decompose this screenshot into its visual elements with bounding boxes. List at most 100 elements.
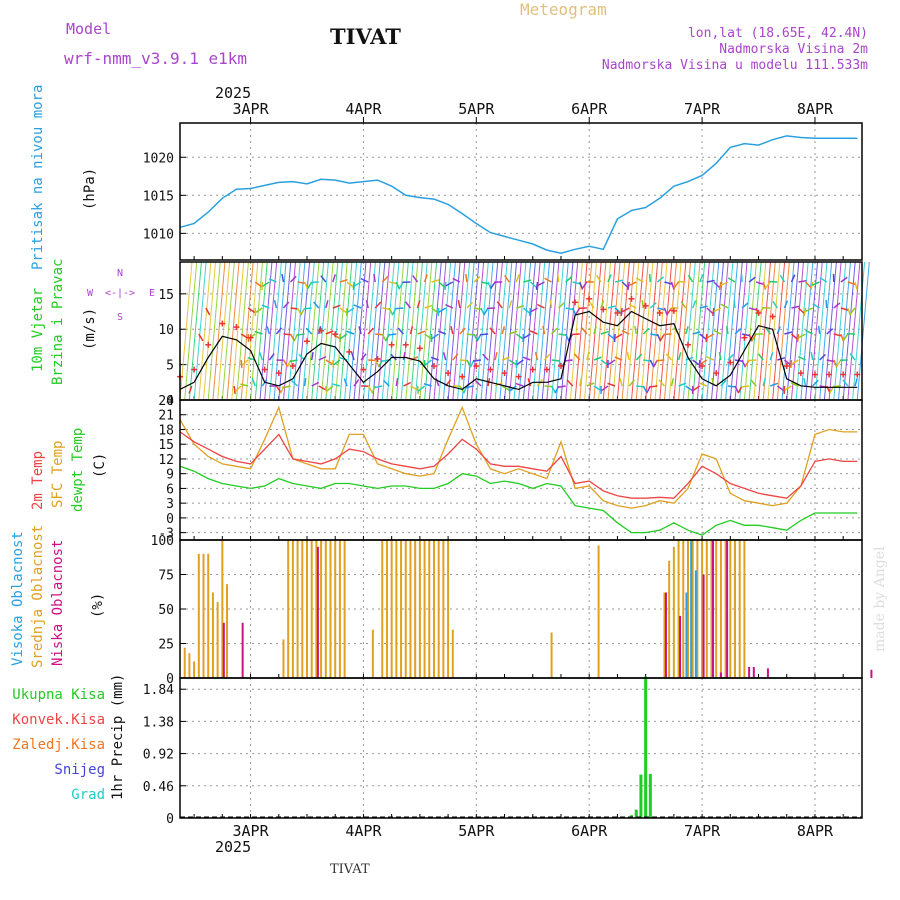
wind-arrow [318, 385, 327, 391]
wind-arrow [381, 359, 390, 363]
wind-arrow [353, 379, 360, 387]
wind-hatch [203, 261, 217, 401]
wind-arrow [656, 359, 665, 362]
wind-arrow [621, 307, 630, 313]
dewpt-line [179, 465, 858, 536]
wind-hatch [419, 261, 433, 401]
wind-arrow [614, 279, 624, 283]
wind-arrow [692, 385, 701, 392]
wind-arrow [183, 300, 185, 308]
wind-arrow [784, 385, 792, 391]
wind-arrow [565, 276, 573, 283]
wind-arrow [748, 307, 758, 311]
wind-arrow [854, 378, 858, 387]
wind-arrow [417, 385, 426, 392]
wind-hatch [847, 261, 861, 401]
wind-arrow [558, 301, 565, 309]
wind-arrow [551, 327, 558, 335]
wind-arrow [614, 333, 623, 339]
ytick-label: 50 [158, 603, 174, 618]
wind-arrow [847, 307, 852, 316]
wind-arrow [557, 385, 566, 388]
wind-arrow [549, 299, 553, 309]
wind-arrow [762, 281, 767, 290]
compass-s: S [117, 312, 123, 323]
wind-hatch [231, 261, 245, 401]
ytick-label: 1020 [143, 151, 174, 166]
wind-arrow [501, 356, 510, 361]
wind-hatch [480, 261, 494, 401]
wind-arrow [333, 359, 341, 366]
wind-hatch [837, 261, 851, 401]
wind-arrow [373, 273, 376, 283]
wind-arrow [626, 352, 630, 361]
wind-arrow [581, 327, 588, 335]
wind-hatch [287, 261, 301, 401]
top-day-label: 7APR [684, 100, 721, 118]
wind-arrow [727, 277, 736, 283]
wind-hatch [282, 261, 296, 401]
wind-hatch [527, 261, 541, 401]
top-day-label: 5APR [458, 100, 495, 118]
wind-hatch [795, 261, 809, 401]
wind-arrow [817, 325, 821, 335]
wind-arrow [346, 307, 355, 313]
wind-arrow [360, 277, 369, 283]
wind-arrow [658, 379, 666, 387]
wind-arrow [706, 333, 715, 339]
wind-arrow [501, 326, 506, 335]
wind-arrow [727, 353, 735, 361]
wind-hatch [555, 261, 569, 401]
wind-arrow [472, 359, 482, 362]
ytick-label: 25 [158, 638, 174, 653]
wind-arrow [680, 300, 687, 309]
wind-arrow [490, 281, 496, 290]
wind-hatch [833, 261, 847, 401]
wind-arrow [803, 378, 807, 387]
footer-station: TIVAT [330, 862, 370, 877]
wind-arrow [515, 382, 524, 387]
wind-hatch [494, 261, 508, 401]
wind-hatch [579, 261, 593, 401]
wind-arrow [508, 300, 513, 309]
wind-arrow [593, 356, 602, 361]
wind-hatch [710, 261, 724, 401]
wind-arrow [628, 379, 635, 387]
wind-hatch [306, 261, 320, 401]
wind-arrow [438, 330, 447, 335]
wind-arrow [720, 379, 727, 387]
wind-arrow [480, 333, 489, 336]
wind-arrow [508, 330, 518, 335]
ytick-label: 0 [166, 512, 174, 527]
wind-arrow [240, 359, 243, 369]
wind-arrow [670, 378, 675, 387]
wind-arrow [751, 333, 757, 342]
model-name: wrf-nmm_v3.9.1 e1km [64, 49, 248, 68]
wind-arrow [537, 281, 545, 287]
wind-arrow [417, 330, 426, 335]
wind-speed-line [179, 310, 858, 391]
wind-arrow [784, 331, 793, 335]
wind-arrow [600, 330, 609, 335]
wind-arrow [404, 301, 412, 309]
wind-arrow [840, 276, 848, 283]
ytick-label: 0.92 [143, 748, 174, 763]
wind-arrow [424, 304, 433, 309]
wind-arrow [713, 281, 721, 289]
wind-arrow [389, 281, 398, 285]
wind-arrow [607, 333, 615, 340]
wind-arrow [593, 385, 602, 391]
ytick-label: 5 [166, 359, 174, 374]
wind-arrow [691, 300, 697, 309]
wind-hatch [626, 261, 640, 401]
wind-arrow [595, 274, 602, 283]
top-day-label: 4APR [345, 100, 382, 118]
wind-arrow [374, 385, 383, 389]
wind-arrow [586, 382, 595, 387]
wind-hatch [790, 261, 804, 401]
wind-arrow [326, 385, 334, 392]
ytick-label: 1.38 [143, 715, 174, 730]
wind-hatch [184, 261, 198, 401]
wind-arrow [574, 307, 581, 316]
wind-arrow [797, 355, 806, 361]
